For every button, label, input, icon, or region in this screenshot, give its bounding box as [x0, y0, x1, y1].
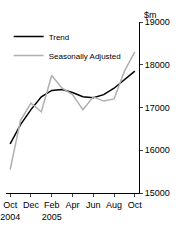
svg-text:Feb2005: Feb2005 — [42, 200, 62, 222]
svg-text:16000: 16000 — [145, 145, 170, 155]
svg-text:17000: 17000 — [145, 103, 170, 113]
svg-text:Apr: Apr — [65, 200, 79, 210]
svg-text:Oct: Oct — [128, 200, 143, 210]
svg-text:Jun: Jun — [86, 200, 101, 210]
svg-text:Dec: Dec — [23, 200, 40, 210]
svg-text:Aug: Aug — [106, 200, 122, 210]
svg-text:15000: 15000 — [145, 188, 170, 198]
svg-text:$m: $m — [144, 10, 157, 20]
svg-text:18000: 18000 — [145, 60, 170, 70]
svg-text:19000: 19000 — [145, 17, 170, 27]
svg-text:Seasonally Adjusted: Seasonally Adjusted — [49, 52, 121, 61]
svg-text:Oct2004: Oct2004 — [0, 200, 20, 222]
svg-text:Trend: Trend — [49, 33, 70, 42]
